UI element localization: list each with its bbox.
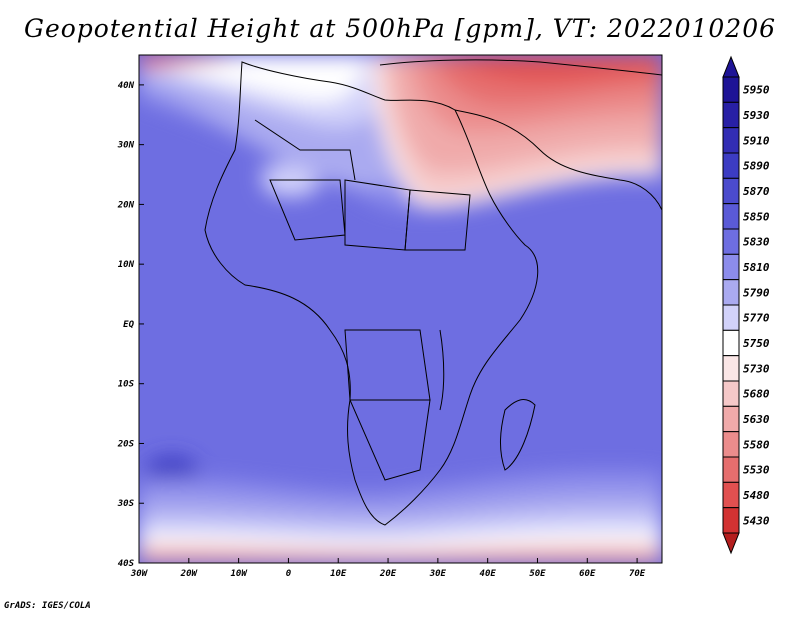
colorbar-label: 5930 xyxy=(743,109,770,122)
colorbar-swatch xyxy=(722,431,740,458)
colorbar-label: 5480 xyxy=(743,489,770,502)
height-field xyxy=(139,55,662,563)
colorbar-label: 5850 xyxy=(743,210,770,223)
colorbar-swatch xyxy=(722,355,740,382)
lat-label: 30N xyxy=(117,141,135,151)
lon-label: 70E xyxy=(629,569,646,579)
colorbar-swatch xyxy=(722,380,740,407)
lat-label: 20N xyxy=(117,200,135,210)
grads-credit: GrADS: IGES/COLA xyxy=(4,601,91,611)
lon-label: 20W xyxy=(180,569,199,579)
lat-label: 40N xyxy=(118,81,135,91)
colorbar-label: 5890 xyxy=(743,160,770,173)
lon-label: 40E xyxy=(480,569,497,579)
lon-label: 10W xyxy=(230,569,248,579)
lat-label: 20S xyxy=(117,439,135,449)
colorbar-label: 5730 xyxy=(743,362,770,375)
colorbar-label: 5770 xyxy=(743,312,770,325)
colorbar-label: 5810 xyxy=(743,261,770,274)
map-title: Geopotential Height at 500hPa [gpm], VT:… xyxy=(23,14,777,43)
colorbar-swatch xyxy=(722,203,740,230)
lat-label: 40S xyxy=(118,559,135,569)
lat-label: 30S xyxy=(117,499,135,509)
colorbar-label: 5910 xyxy=(743,134,770,147)
colorbar-bottom-arrow xyxy=(722,532,740,555)
colorbar-swatch xyxy=(722,507,740,534)
colorbar-swatch xyxy=(722,152,740,179)
lon-label: 10E xyxy=(330,569,347,579)
lon-label: 30W xyxy=(130,569,149,579)
colorbar-swatch xyxy=(722,76,740,103)
colorbar-label: 5790 xyxy=(743,286,770,299)
colorbar-label: 5580 xyxy=(743,438,770,451)
colorbar-swatch xyxy=(722,456,740,483)
colorbar-swatch xyxy=(722,228,740,255)
colorbar-label: 5430 xyxy=(743,514,770,527)
colorbar-label: 5750 xyxy=(743,337,770,350)
colorbar: 5950 5930 5910 5890 5870 5850 5830 5810 5790 5770… xyxy=(722,55,770,555)
lon-label: 20E xyxy=(379,569,397,579)
colorbar-label: 5530 xyxy=(743,464,770,477)
lat-label: 10S xyxy=(118,380,135,390)
lon-label: 30E xyxy=(429,569,447,579)
lon-label: 60E xyxy=(579,569,596,579)
lat-label: EQ xyxy=(123,320,134,330)
colorbar-swatch xyxy=(722,304,740,331)
lon-label: 0 xyxy=(286,569,292,579)
lat-label: 10N xyxy=(118,260,135,270)
coastlines xyxy=(204,59,662,526)
colorbar-swatch xyxy=(722,253,740,281)
colorbar-swatch xyxy=(722,405,740,433)
colorbar-top-arrow xyxy=(722,55,740,78)
colorbar-label: 5870 xyxy=(743,185,770,198)
colorbar-label: 5950 xyxy=(743,84,770,97)
colorbar-swatch xyxy=(722,481,740,509)
colorbar-swatch xyxy=(722,279,740,306)
colorbar-label: 5680 xyxy=(743,388,770,401)
colorbar-label: 5830 xyxy=(743,236,770,249)
colorbar-swatch xyxy=(722,127,740,154)
colorbar-swatch xyxy=(722,329,740,357)
map-frame xyxy=(138,54,663,564)
colorbar-swatch xyxy=(722,101,740,129)
colorbar-label: 5630 xyxy=(743,413,770,426)
colorbar-swatch xyxy=(722,177,740,205)
lon-label: 50E xyxy=(529,569,546,579)
